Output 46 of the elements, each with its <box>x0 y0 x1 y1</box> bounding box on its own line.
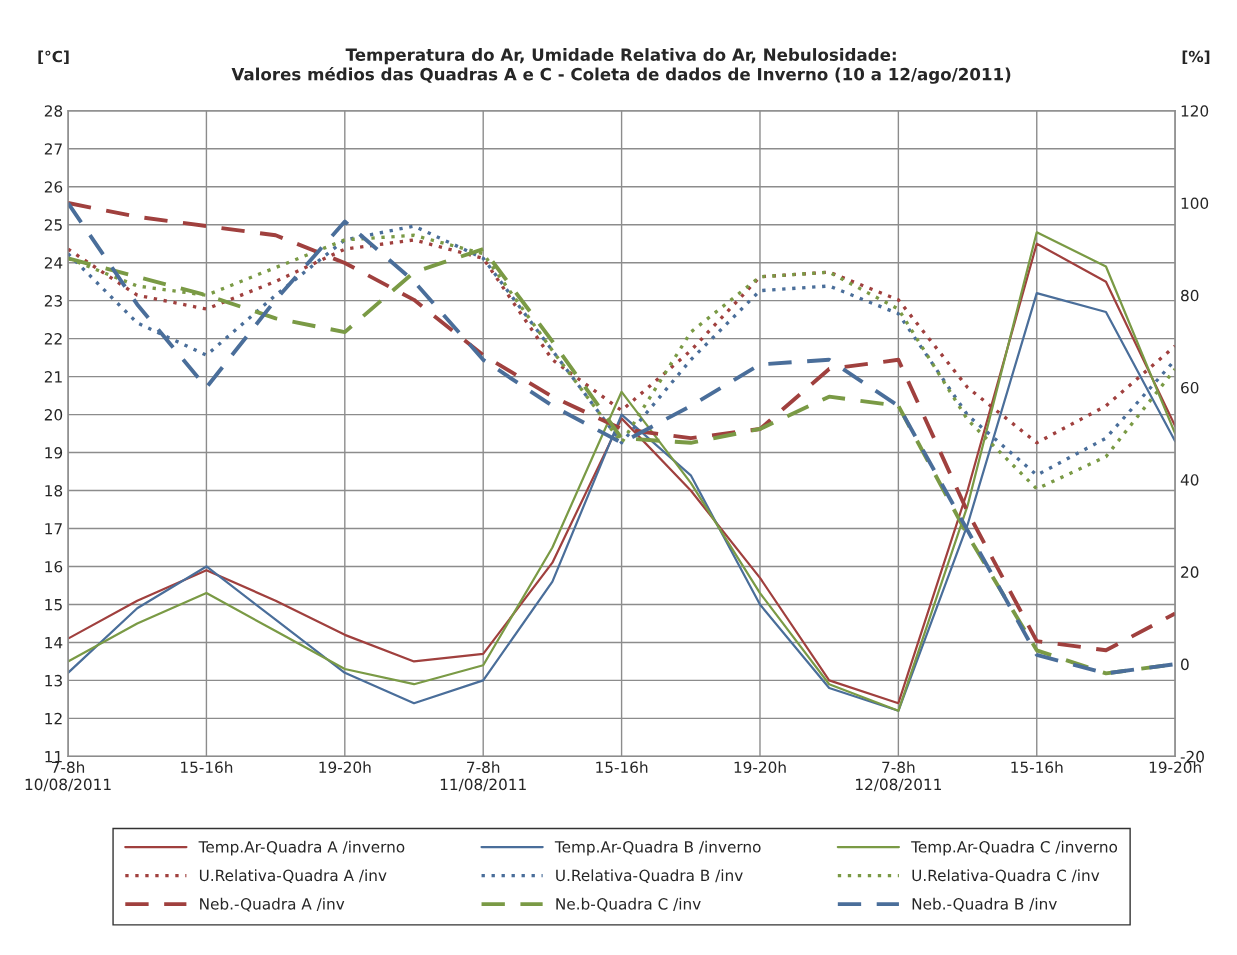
y-tick-label: 23 <box>44 295 62 307</box>
legend-label: Temp.Ar-Quadra C /inverno <box>911 840 1118 856</box>
y-tick-label: 28 <box>44 105 63 117</box>
y2-tick-label: 0 <box>1181 658 1189 671</box>
legend-label: U.Relativa-Quadra B /inv <box>556 869 743 883</box>
y-tick-label: 27 <box>44 143 62 155</box>
y2-tick-label: 80 <box>1181 289 1199 302</box>
chart-title: Temperatura do Ar, Umidade Relativa do Ar, Nebulosidade: Valores médios das Quadras A e C - Coleta de dados de Inverno (10 a 12/ago/2011) <box>231 48 1011 84</box>
y2-tick-label: -20 <box>1180 750 1204 763</box>
y-tick-label: 11 <box>45 751 62 763</box>
y2-tick-label: 40 <box>1180 474 1199 486</box>
y2-tick-label: 60 <box>1181 381 1199 394</box>
y2-tick-label: 120 <box>1181 105 1209 117</box>
legend-label: Neb.-Quadra B /inv <box>912 897 1057 912</box>
x-tick-label: 15-16h <box>596 761 648 774</box>
y-tick-label: 15 <box>45 599 62 611</box>
legend-label: U.Relativa-Quadra C /inv <box>912 869 1100 883</box>
y2-axis-title: [%] <box>1182 50 1210 65</box>
x-tick-label: 7-8h 11/08/2011 <box>440 761 526 792</box>
y-tick-label: 22 <box>44 333 62 345</box>
y-tick-label: 18 <box>45 485 63 497</box>
x-tick-label: 15-16h <box>181 761 233 774</box>
legend-label: Temp.Ar-Quadra B /inverno <box>554 840 761 856</box>
y-tick-label: 12 <box>45 712 62 725</box>
y-tick-label: 25 <box>44 219 62 231</box>
y-tick-label: 19 <box>45 447 63 459</box>
x-tick-label: 19-20h <box>319 761 371 774</box>
legend-label: Ne.b-Quadra C /inv <box>556 897 701 912</box>
legend-label: U.Relativa-Quadra A /inv <box>199 869 387 883</box>
x-tick-label: 15-16h <box>1011 761 1063 774</box>
y2-tick-label: 100 <box>1181 197 1209 210</box>
y-tick-label: 14 <box>45 637 63 649</box>
y-tick-label: 26 <box>44 181 63 193</box>
x-tick-label: 7-8h 12/08/2011 <box>856 761 941 792</box>
y-tick-label: 17 <box>45 523 62 535</box>
y-tick-label: 21 <box>44 371 62 383</box>
legend-label: Temp.Ar-Quadra A /inverno <box>198 840 405 856</box>
y-axis-title: [°C] <box>38 50 69 65</box>
legend-label: Neb.-Quadra A /inv <box>200 897 345 912</box>
y2-tick-label: 20 <box>1181 566 1199 578</box>
y-tick-label: 24 <box>44 257 63 269</box>
y-tick-label: 20 <box>44 409 63 421</box>
x-tick-label: 19-20h <box>734 761 786 774</box>
y-tick-label: 13 <box>45 674 62 687</box>
y-tick-label: 16 <box>45 560 63 573</box>
x-tick-label: 19-20h <box>1149 761 1201 774</box>
